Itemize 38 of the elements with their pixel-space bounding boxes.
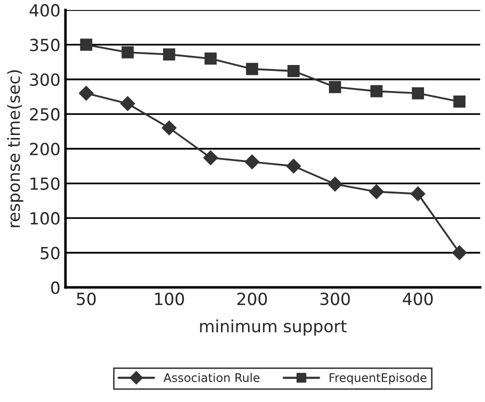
x-tick-label: 100 xyxy=(155,292,184,306)
point xyxy=(80,38,92,51)
point xyxy=(287,65,300,78)
x-tick-label: 400 xyxy=(402,292,433,306)
point xyxy=(120,96,136,112)
point xyxy=(163,48,176,61)
point xyxy=(122,46,134,58)
point xyxy=(162,120,177,136)
y-axis-title: response time(sec) xyxy=(7,70,24,228)
point xyxy=(369,184,384,200)
legend-label: Association Rule xyxy=(164,372,260,382)
point xyxy=(204,52,217,65)
point xyxy=(410,186,426,202)
point xyxy=(246,62,258,76)
legend-label: FrequentEpisode xyxy=(330,372,426,384)
y-tick-label: 400 xyxy=(30,4,60,17)
point xyxy=(203,150,218,166)
y-tick-label: 300 xyxy=(30,73,60,86)
point xyxy=(370,85,383,98)
x-tick-label: 300 xyxy=(320,292,350,306)
point xyxy=(452,245,467,260)
x-tick-label: 200 xyxy=(237,292,267,306)
y-tick-label: 0 xyxy=(51,281,60,294)
x-axis-title: minimum support xyxy=(200,320,347,336)
point xyxy=(328,176,342,192)
y-tick-label: 350 xyxy=(30,38,60,52)
y-tick-label: 150 xyxy=(30,177,60,190)
point xyxy=(328,80,342,94)
y-tick-label: 200 xyxy=(30,142,60,156)
point xyxy=(286,158,301,174)
point xyxy=(412,87,424,100)
y-tick-label: 100 xyxy=(30,212,60,225)
point xyxy=(244,154,260,170)
point xyxy=(78,86,94,101)
y-tick-label: 50 xyxy=(40,246,60,260)
point xyxy=(453,96,466,108)
x-tick-label: 50 xyxy=(76,292,96,306)
y-tick-label: 250 xyxy=(30,108,60,121)
